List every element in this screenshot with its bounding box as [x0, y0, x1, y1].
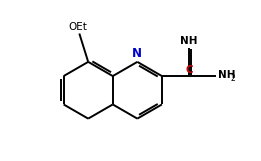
- Text: NH: NH: [180, 36, 198, 46]
- Text: OEt: OEt: [68, 22, 87, 32]
- Text: 2: 2: [230, 74, 235, 83]
- Text: NH: NH: [218, 70, 235, 80]
- Text: C: C: [186, 65, 193, 75]
- Text: N: N: [132, 47, 142, 60]
